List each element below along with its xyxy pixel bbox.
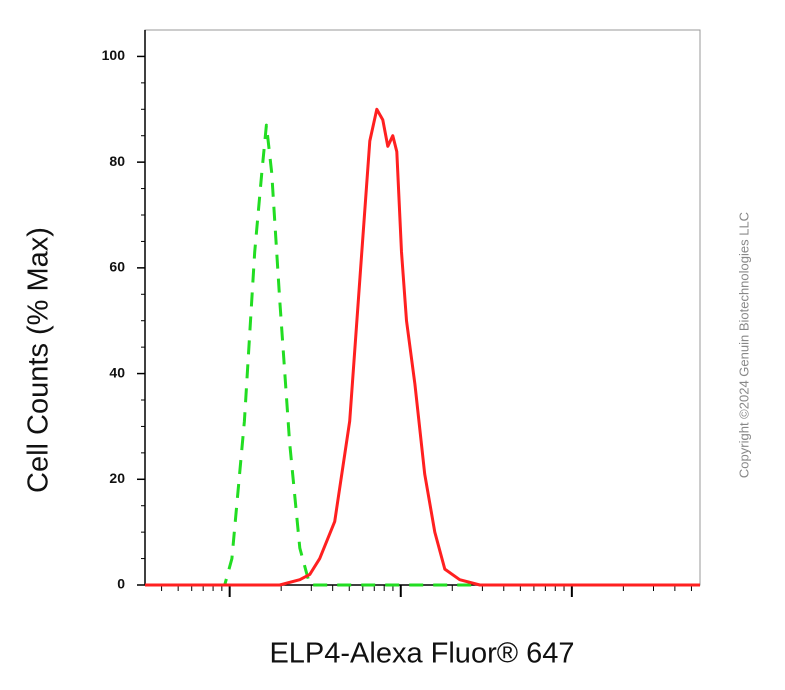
plot-frame xyxy=(144,29,701,586)
y-tick-label: 40 xyxy=(109,364,125,380)
histogram-line xyxy=(145,107,700,587)
y-tick-label: 0 xyxy=(117,576,125,592)
y-tick-label: 80 xyxy=(109,153,125,169)
y-tick-label: 60 xyxy=(109,259,125,275)
y-axis-label: Cell Counts (% Max) xyxy=(23,227,55,493)
histogram-line xyxy=(145,123,700,587)
x-axis-label: ELP4-Alexa Fluor® 647 xyxy=(269,638,574,670)
watermark: Copyright ©2024 Genuin Biotechnologies L… xyxy=(736,212,751,478)
y-tick-label: 20 xyxy=(109,470,125,486)
y-tick-label: 100 xyxy=(102,47,126,63)
